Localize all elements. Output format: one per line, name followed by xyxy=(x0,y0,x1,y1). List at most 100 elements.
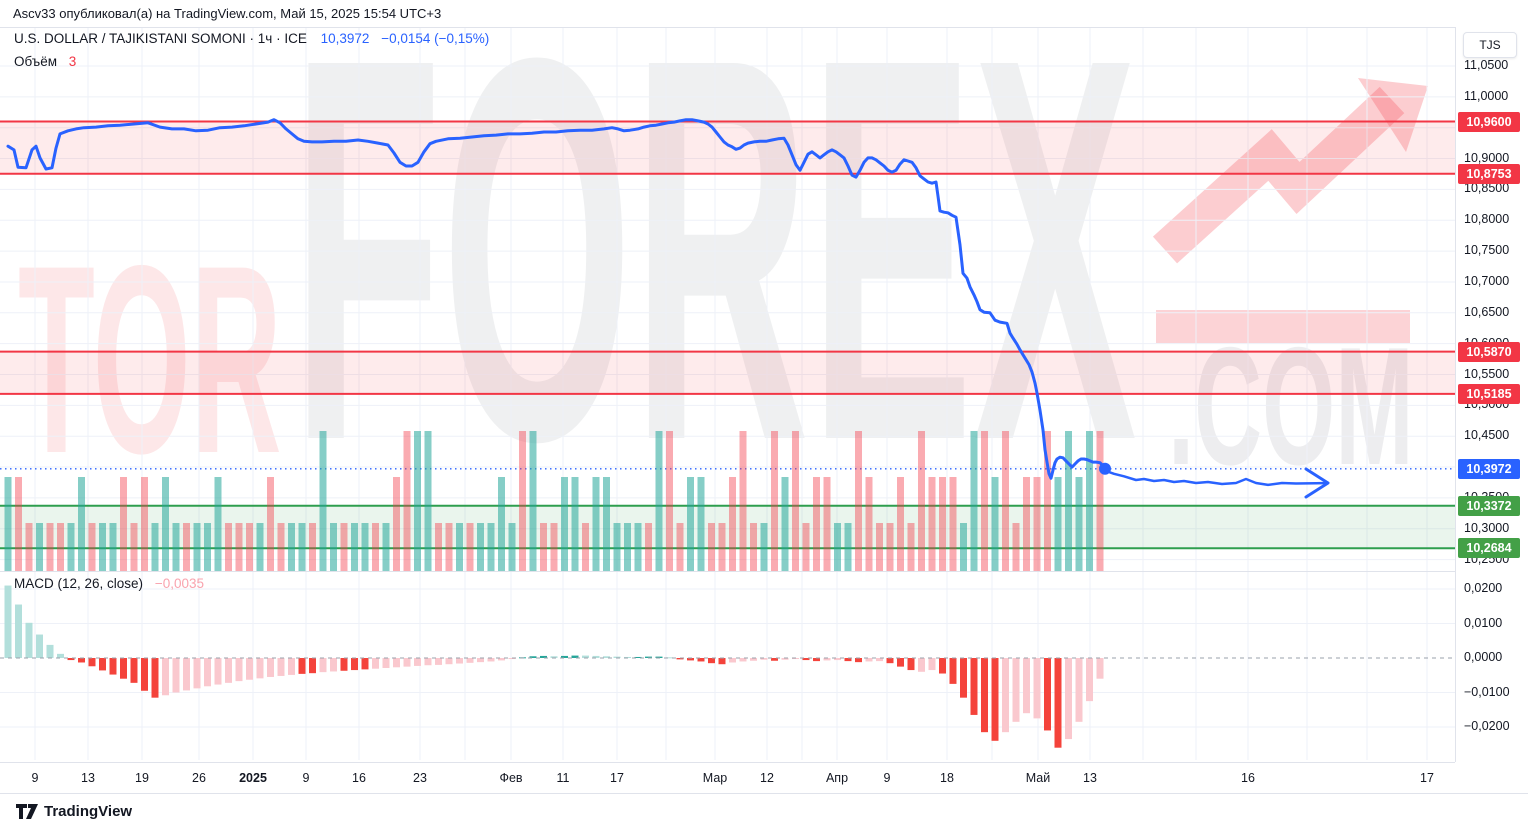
macd-histogram-bar xyxy=(46,644,54,658)
volume-bar xyxy=(1054,477,1062,571)
volume-bar xyxy=(151,523,159,571)
macd-histogram-bar xyxy=(477,658,484,663)
volume-bar xyxy=(949,477,957,571)
volume-bar xyxy=(561,477,568,571)
current-price-dot xyxy=(1099,462,1111,475)
macd-histogram-bar xyxy=(288,658,295,675)
price-tick-label: 10,8000 xyxy=(1464,212,1510,227)
resistance-price-badge: 10,9600 xyxy=(1458,111,1520,132)
volume-bar xyxy=(162,477,169,571)
volume-bar xyxy=(120,477,127,571)
macd-histogram-bar xyxy=(57,653,64,658)
currency-toggle-button[interactable]: TJS xyxy=(1463,32,1517,58)
macd-histogram-bar xyxy=(634,656,642,658)
volume-bar xyxy=(351,523,358,571)
volume-bar xyxy=(225,523,232,571)
macd-histogram-bar xyxy=(666,657,673,659)
volume-bar xyxy=(876,523,883,571)
volume-bar xyxy=(487,523,495,571)
time-axis-label: 23 xyxy=(413,771,427,785)
resistance-price-badge: 10,8753 xyxy=(1458,163,1520,184)
volume-bar xyxy=(466,523,474,571)
macd-histogram-bar xyxy=(844,658,852,662)
time-axis-label: 11 xyxy=(556,771,570,785)
resistance-price-badge: 10,5185 xyxy=(1458,383,1520,404)
volume-bar xyxy=(645,523,652,571)
macd-histogram-bar xyxy=(645,656,652,658)
volume-legend[interactable]: Объём 3 xyxy=(14,54,76,69)
volume-bar xyxy=(424,431,432,571)
time-axis-label: Май xyxy=(1025,771,1051,785)
volume-bar xyxy=(309,523,316,571)
volume-bar xyxy=(393,477,400,571)
macd-histogram-bar xyxy=(319,658,327,673)
macd-histogram-bar xyxy=(1012,658,1020,722)
volume-bar xyxy=(172,523,180,571)
macd-histogram-bar xyxy=(739,658,747,662)
macd-histogram-bar xyxy=(918,658,925,672)
time-axis-label: 17 xyxy=(610,771,624,785)
volume-bar xyxy=(613,523,621,571)
macd-histogram-bar xyxy=(4,585,12,658)
volume-bar xyxy=(435,523,442,571)
volume-bar xyxy=(193,523,201,571)
volume-bar xyxy=(15,477,22,571)
macd-histogram-bar xyxy=(792,658,799,660)
volume-bar xyxy=(477,523,484,571)
volume-bar xyxy=(550,523,558,571)
volume-bar xyxy=(319,431,327,571)
macd-histogram-bar xyxy=(67,658,75,661)
macd-histogram-bar xyxy=(592,655,600,658)
volume-bar xyxy=(771,431,778,571)
price-line xyxy=(6,118,1107,480)
current-price-badge: 10,3972 xyxy=(1458,458,1520,479)
time-axis[interactable]: 9 13 19 26 2025 9 16 23 Фев 11 17 Мар 12 Апр 9 18 Май 13 1… xyxy=(0,762,1455,794)
macd-histogram-bar xyxy=(928,658,936,671)
macd-histogram-bar xyxy=(550,656,558,658)
volume-bar xyxy=(1023,477,1030,571)
volume-bar xyxy=(739,431,747,571)
volume-bar xyxy=(1075,477,1083,571)
volume-bar xyxy=(256,523,264,571)
volume-bar xyxy=(414,431,421,571)
time-axis-label: Апр xyxy=(825,771,849,785)
macd-legend[interactable]: MACD (12, 26, close) −0,0035 xyxy=(14,576,204,591)
macd-histogram-bar xyxy=(267,658,274,677)
volume-bar xyxy=(1096,431,1104,571)
macd-histogram-bar xyxy=(834,658,841,661)
volume-bar xyxy=(382,523,390,571)
volume-bar xyxy=(361,523,369,571)
macd-histogram-bar xyxy=(277,658,285,676)
volume-bar xyxy=(792,431,799,571)
price-tick-label: 11,0500 xyxy=(1464,58,1509,72)
macd-histogram-bar xyxy=(487,658,495,662)
volume-bar xyxy=(729,477,736,571)
time-axis-label: 16 xyxy=(1241,771,1255,785)
chart-canvas[interactable] xyxy=(0,0,1455,762)
volume-bar xyxy=(970,431,978,571)
macd-histogram-bar xyxy=(183,658,190,691)
volume-bar xyxy=(928,477,936,571)
volume-bar xyxy=(298,523,306,571)
price-axis[interactable]: TJS 11,0500 11,0000 10,9000 10,8500 10,8000 1… xyxy=(1455,27,1528,762)
price-tick-label: 10,4500 xyxy=(1464,428,1510,443)
tradingview-logo-icon[interactable] xyxy=(16,804,38,819)
macd-histogram-bar xyxy=(25,622,33,658)
volume-bar xyxy=(655,431,663,571)
macd-tick-label: 0,0000 xyxy=(1464,650,1503,664)
macd-histogram-bar xyxy=(361,658,369,670)
volume-bar xyxy=(582,523,589,571)
volume-bar xyxy=(267,477,274,571)
macd-histogram-bar xyxy=(981,658,988,733)
time-axis-label: 13 xyxy=(81,771,95,785)
price-tick-label: 10,3000 xyxy=(1464,520,1510,535)
volume-bar xyxy=(1012,523,1020,571)
macd-histogram-bar xyxy=(613,656,621,658)
resistance-zone xyxy=(0,351,1455,394)
macd-histogram-bar xyxy=(109,658,117,675)
macd-histogram-bar xyxy=(15,604,22,658)
tradingview-brand-link[interactable]: TradingView xyxy=(44,803,133,820)
volume-bar xyxy=(1044,431,1051,571)
symbol-legend[interactable]: U.S. DOLLAR / TAJIKISTANI SOMONI · 1ч · … xyxy=(14,31,489,46)
